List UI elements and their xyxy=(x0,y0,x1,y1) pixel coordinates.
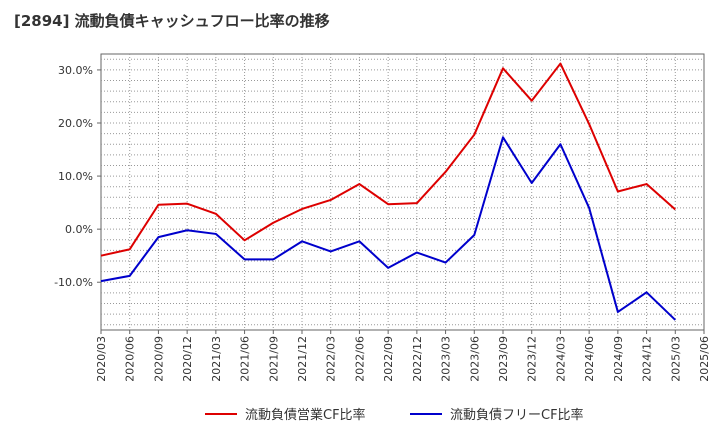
y-tick-label: 30.0% xyxy=(58,64,93,77)
x-tick-label: 2021/03 xyxy=(210,336,223,382)
x-tick-label: 2020/06 xyxy=(124,336,137,382)
legend: 流動負債営業CF比率 流動負債フリーCF比率 xyxy=(205,407,584,423)
legend-label-2: 流動負債フリーCF比率 xyxy=(450,407,584,423)
x-tick-label: 2020/03 xyxy=(95,336,108,382)
y-tick-label: 20.0% xyxy=(58,117,93,130)
x-tick-label: 2024/03 xyxy=(554,336,567,382)
x-tick-label: 2021/09 xyxy=(267,336,280,382)
plot-area xyxy=(100,53,705,331)
series-line-1 xyxy=(100,62,676,257)
series-line-2 xyxy=(100,136,676,321)
x-tick-label: 2020/12 xyxy=(181,336,194,382)
x-tick-label: 2023/06 xyxy=(468,336,481,382)
x-tick-label: 2021/06 xyxy=(239,336,252,382)
x-tick-label: 2024/09 xyxy=(612,336,625,382)
x-tick-label: 2022/03 xyxy=(325,336,338,382)
series-lines xyxy=(100,62,676,321)
x-tick-label: 2021/12 xyxy=(296,336,309,382)
x-tick-label: 2022/06 xyxy=(353,336,366,382)
chart-title: [2894] 流動負債キャッシュフロー比率の推移 xyxy=(14,12,330,30)
y-tick-label: 0.0% xyxy=(65,223,93,236)
x-tick-label: 2023/09 xyxy=(497,336,510,382)
x-tick-label: 2025/06 xyxy=(698,336,711,382)
x-axis-ticks: 2020/03 2020/06 2020/09 2020/12 2021/03 2021/… xyxy=(95,330,711,382)
x-tick-label: 2022/12 xyxy=(411,336,424,382)
x-tick-label: 2025/03 xyxy=(669,336,682,382)
x-tick-label: 2024/06 xyxy=(583,336,596,382)
x-tick-label: 2023/03 xyxy=(440,336,453,382)
legend-label-1: 流動負債営業CF比率 xyxy=(245,407,366,423)
y-tick-label: -10.0% xyxy=(54,276,93,289)
y-axis-ticks: -10.0% 0.0% 10.0% 20.0% 30.0% xyxy=(54,64,101,289)
x-tick-label: 2024/12 xyxy=(641,336,654,382)
x-tick-label: 2020/09 xyxy=(152,336,165,382)
x-tick-label: 2022/09 xyxy=(382,336,395,382)
y-tick-label: 10.0% xyxy=(58,170,93,183)
x-tick-label: 2023/12 xyxy=(526,336,539,382)
